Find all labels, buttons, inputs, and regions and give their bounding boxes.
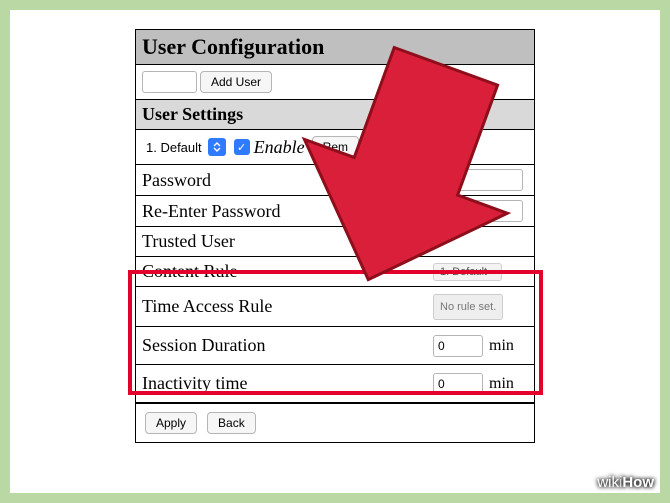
password-row: Password	[136, 165, 534, 196]
watermark-prefix: wiki	[597, 474, 622, 491]
default-user-row: 1. Default ✓ Enable Rem	[136, 130, 534, 165]
remove-button[interactable]: Rem	[312, 136, 359, 158]
user-select-dropdown[interactable]	[208, 138, 226, 156]
enable-label: Enable	[254, 137, 305, 158]
user-config-panel: User Configuration Add User User Setting…	[135, 29, 535, 443]
inactivity-row: Inactivity time min	[136, 365, 534, 403]
add-user-button[interactable]: Add User	[200, 71, 272, 93]
time-access-row: Time Access Rule No rule set.	[136, 287, 534, 327]
back-button[interactable]: Back	[207, 412, 256, 434]
trusted-label: Trusted User	[142, 231, 433, 252]
add-user-input[interactable]	[142, 71, 197, 93]
repassword-label: Re-Enter Password	[142, 201, 433, 222]
content-rule-row: Content Rule 1. Default	[136, 257, 534, 287]
add-user-row: Add User	[136, 65, 534, 100]
repassword-row: Re-Enter Password	[136, 196, 534, 227]
enable-checkbox[interactable]: ✓	[234, 139, 250, 155]
password-label: Password	[142, 170, 433, 191]
repassword-input[interactable]	[433, 200, 523, 222]
password-input[interactable]	[433, 169, 523, 191]
footer-row: Apply Back	[136, 403, 534, 442]
user-settings-header: User Settings	[136, 100, 534, 130]
inactivity-unit: min	[489, 375, 521, 393]
apply-button[interactable]: Apply	[145, 412, 197, 434]
session-duration-row: Session Duration min	[136, 327, 534, 365]
user-select-label: 1. Default	[146, 140, 202, 155]
time-access-value[interactable]: No rule set.	[433, 294, 503, 320]
trusted-row: Trusted User	[136, 227, 534, 257]
session-duration-label: Session Duration	[142, 335, 433, 356]
watermark: wikiHow	[597, 474, 654, 491]
inactivity-label: Inactivity time	[142, 373, 433, 394]
session-duration-input[interactable]	[433, 335, 483, 357]
inactivity-input[interactable]	[433, 373, 483, 395]
watermark-suffix: How	[622, 474, 654, 491]
panel-title: User Configuration	[136, 30, 534, 65]
session-unit: min	[489, 337, 521, 355]
content-rule-select[interactable]: 1. Default	[433, 263, 502, 281]
content-rule-label: Content Rule	[142, 261, 433, 282]
time-access-label: Time Access Rule	[142, 296, 433, 317]
